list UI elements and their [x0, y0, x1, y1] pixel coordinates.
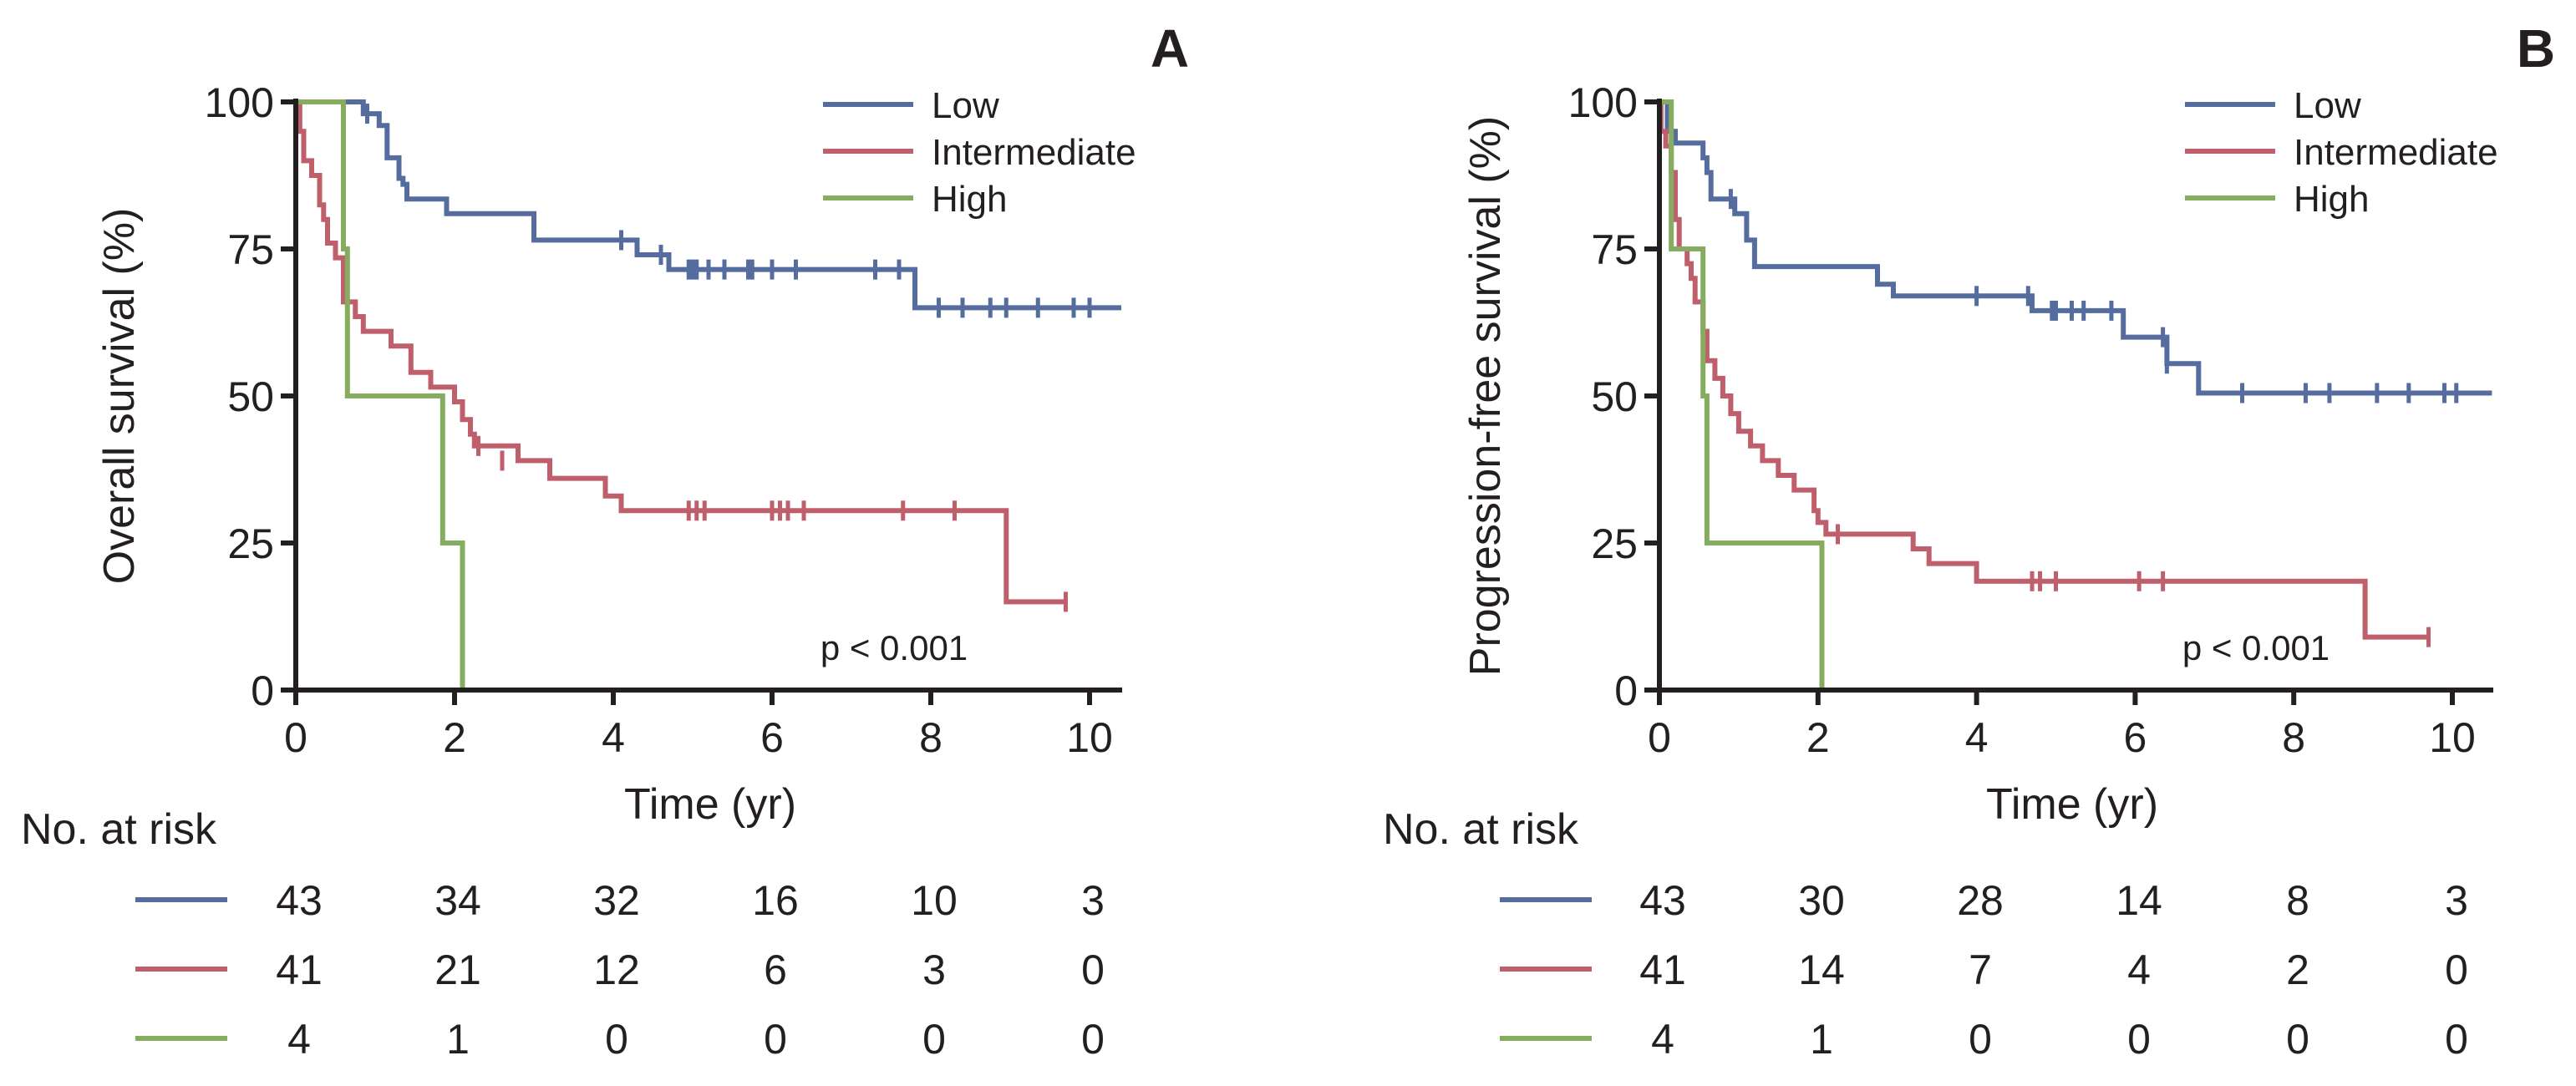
y-tick-label: 100 — [1568, 79, 1638, 126]
at-risk-value: 0 — [1081, 946, 1105, 993]
at-risk-value: 0 — [2445, 946, 2468, 993]
x-tick-label: 0 — [284, 714, 307, 761]
at-risk-value: 21 — [434, 946, 481, 993]
at-risk-value: 32 — [593, 877, 640, 924]
at-risk-value: 30 — [1798, 877, 1845, 924]
at-risk-value: 0 — [2286, 1016, 2309, 1063]
x-tick-label: 2 — [1806, 714, 1830, 761]
at-risk-value: 3 — [1081, 877, 1105, 924]
x-tick-label: 10 — [1066, 714, 1113, 761]
y-tick-label: 75 — [1591, 226, 1638, 273]
p-value: p < 0.001 — [2182, 628, 2330, 667]
curve-low — [296, 99, 1121, 311]
at-risk-value: 14 — [2116, 877, 2162, 924]
legend-label-intermediate: Intermediate — [2294, 132, 2498, 173]
at-risk-value: 0 — [2127, 1016, 2151, 1063]
x-tick-label: 4 — [1965, 714, 1989, 761]
at-risk-value: 43 — [1639, 877, 1686, 924]
at-risk-value: 0 — [764, 1016, 787, 1063]
at-risk-value: 28 — [1957, 877, 2004, 924]
at-risk-value: 0 — [2445, 1016, 2468, 1063]
y-tick-label: 100 — [205, 79, 274, 126]
at-risk-value: 1 — [1810, 1016, 1833, 1063]
x-axis-label: Time (yr) — [1986, 780, 2158, 829]
at-risk-value: 43 — [276, 877, 323, 924]
at-risk-value: 3 — [2445, 877, 2468, 924]
y-tick-label: 25 — [227, 520, 274, 567]
y-axis-label: Overall survival (%) — [95, 208, 144, 585]
legend-label-low: Low — [2294, 85, 2361, 126]
y-tick-label: 25 — [1591, 520, 1638, 567]
at-risk-value: 0 — [1081, 1016, 1105, 1063]
x-tick-label: 8 — [919, 714, 943, 761]
x-tick-label: 4 — [602, 714, 625, 761]
at-risk-value: 12 — [593, 946, 640, 993]
at-risk-value: 6 — [764, 946, 787, 993]
curve-high — [296, 99, 465, 690]
at-risk-value: 4 — [1651, 1016, 1674, 1063]
at-risk-value: 3 — [922, 946, 946, 993]
legend-label-intermediate: Intermediate — [932, 132, 1136, 173]
x-axis-label: Time (yr) — [624, 780, 796, 829]
at-risk-value: 41 — [276, 946, 323, 993]
at-risk-value: 41 — [1639, 946, 1686, 993]
at-risk-value: 16 — [752, 877, 799, 924]
at-risk-value: 0 — [605, 1016, 628, 1063]
at-risk-value: 14 — [1798, 946, 1845, 993]
x-tick-label: 0 — [1648, 714, 1671, 761]
at-risk-value: 8 — [2286, 877, 2309, 924]
curve-intermediate — [1658, 99, 2429, 640]
p-value: p < 0.001 — [821, 628, 968, 667]
y-tick-label: 0 — [1614, 667, 1638, 714]
x-tick-label: 6 — [2123, 714, 2147, 761]
at-risk-label: No. at risk — [1383, 805, 1579, 854]
curve-low — [1659, 99, 2492, 396]
x-tick-label: 6 — [760, 714, 784, 761]
at-risk-value: 0 — [1969, 1016, 1992, 1063]
at-risk-value: 7 — [1969, 946, 1992, 993]
curve-intermediate — [296, 99, 1066, 605]
at-risk-value: 4 — [2127, 946, 2151, 993]
at-risk-value: 0 — [922, 1016, 946, 1063]
x-tick-label: 2 — [443, 714, 466, 761]
at-risk-value: 2 — [2286, 946, 2309, 993]
y-axis-label: Progression-free survival (%) — [1461, 116, 1510, 676]
y-tick-label: 50 — [227, 373, 274, 420]
at-risk-value: 1 — [446, 1016, 470, 1063]
legend-label-high: High — [932, 179, 1008, 220]
y-tick-label: 75 — [227, 226, 274, 273]
x-tick-label: 10 — [2429, 714, 2476, 761]
legend-label-low: Low — [932, 85, 999, 126]
at-risk-value: 10 — [911, 877, 958, 924]
legend-label-high: High — [2294, 179, 2370, 220]
at-risk-value: 34 — [434, 877, 481, 924]
y-tick-label: 0 — [251, 667, 274, 714]
y-tick-label: 50 — [1591, 373, 1638, 420]
panel-label: A — [1151, 18, 1189, 79]
panel-label: B — [2517, 18, 2555, 79]
curve-high — [1659, 99, 1825, 690]
at-risk-label: No. at risk — [21, 805, 217, 854]
at-risk-value: 4 — [287, 1016, 311, 1063]
x-tick-label: 8 — [2282, 714, 2305, 761]
